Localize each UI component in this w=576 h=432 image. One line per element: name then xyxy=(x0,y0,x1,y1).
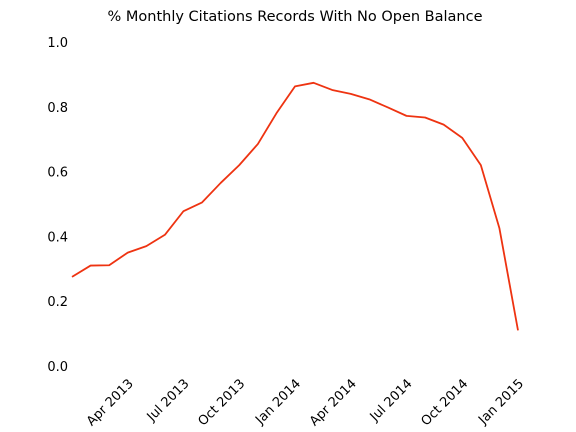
x-tick-label: Jul 2014 xyxy=(367,376,416,425)
y-tick-label: 1.0 xyxy=(47,36,68,51)
y-tick-label: 0.4 xyxy=(47,230,68,245)
x-tick-label: Jul 2013 xyxy=(144,376,193,425)
series-line xyxy=(71,81,519,331)
y-tick-label: 0.2 xyxy=(47,295,68,310)
series-group xyxy=(71,81,519,331)
x-axis-ticks: Apr 2013 Jul 2013 Oct 2013 Jan 2014 Apr 2014… xyxy=(84,376,527,429)
x-tick-label: Apr 2013 xyxy=(84,376,137,429)
y-tick-label: 0.0 xyxy=(47,360,68,375)
y-tick-label: 0.6 xyxy=(47,166,68,181)
x-tick-label: Oct 2013 xyxy=(195,376,248,429)
x-tick-label: Jan 2015 xyxy=(475,376,527,428)
y-tick-label: 0.8 xyxy=(47,101,68,116)
chart-title: % Monthly Citations Records With No Open… xyxy=(107,9,482,25)
x-tick-label: Oct 2014 xyxy=(418,376,471,429)
y-axis-ticks: 0.0 0.2 0.4 0.6 0.8 1.0 xyxy=(47,36,68,375)
x-tick-label: Apr 2014 xyxy=(307,376,360,429)
x-tick-label: Jan 2014 xyxy=(252,376,304,428)
